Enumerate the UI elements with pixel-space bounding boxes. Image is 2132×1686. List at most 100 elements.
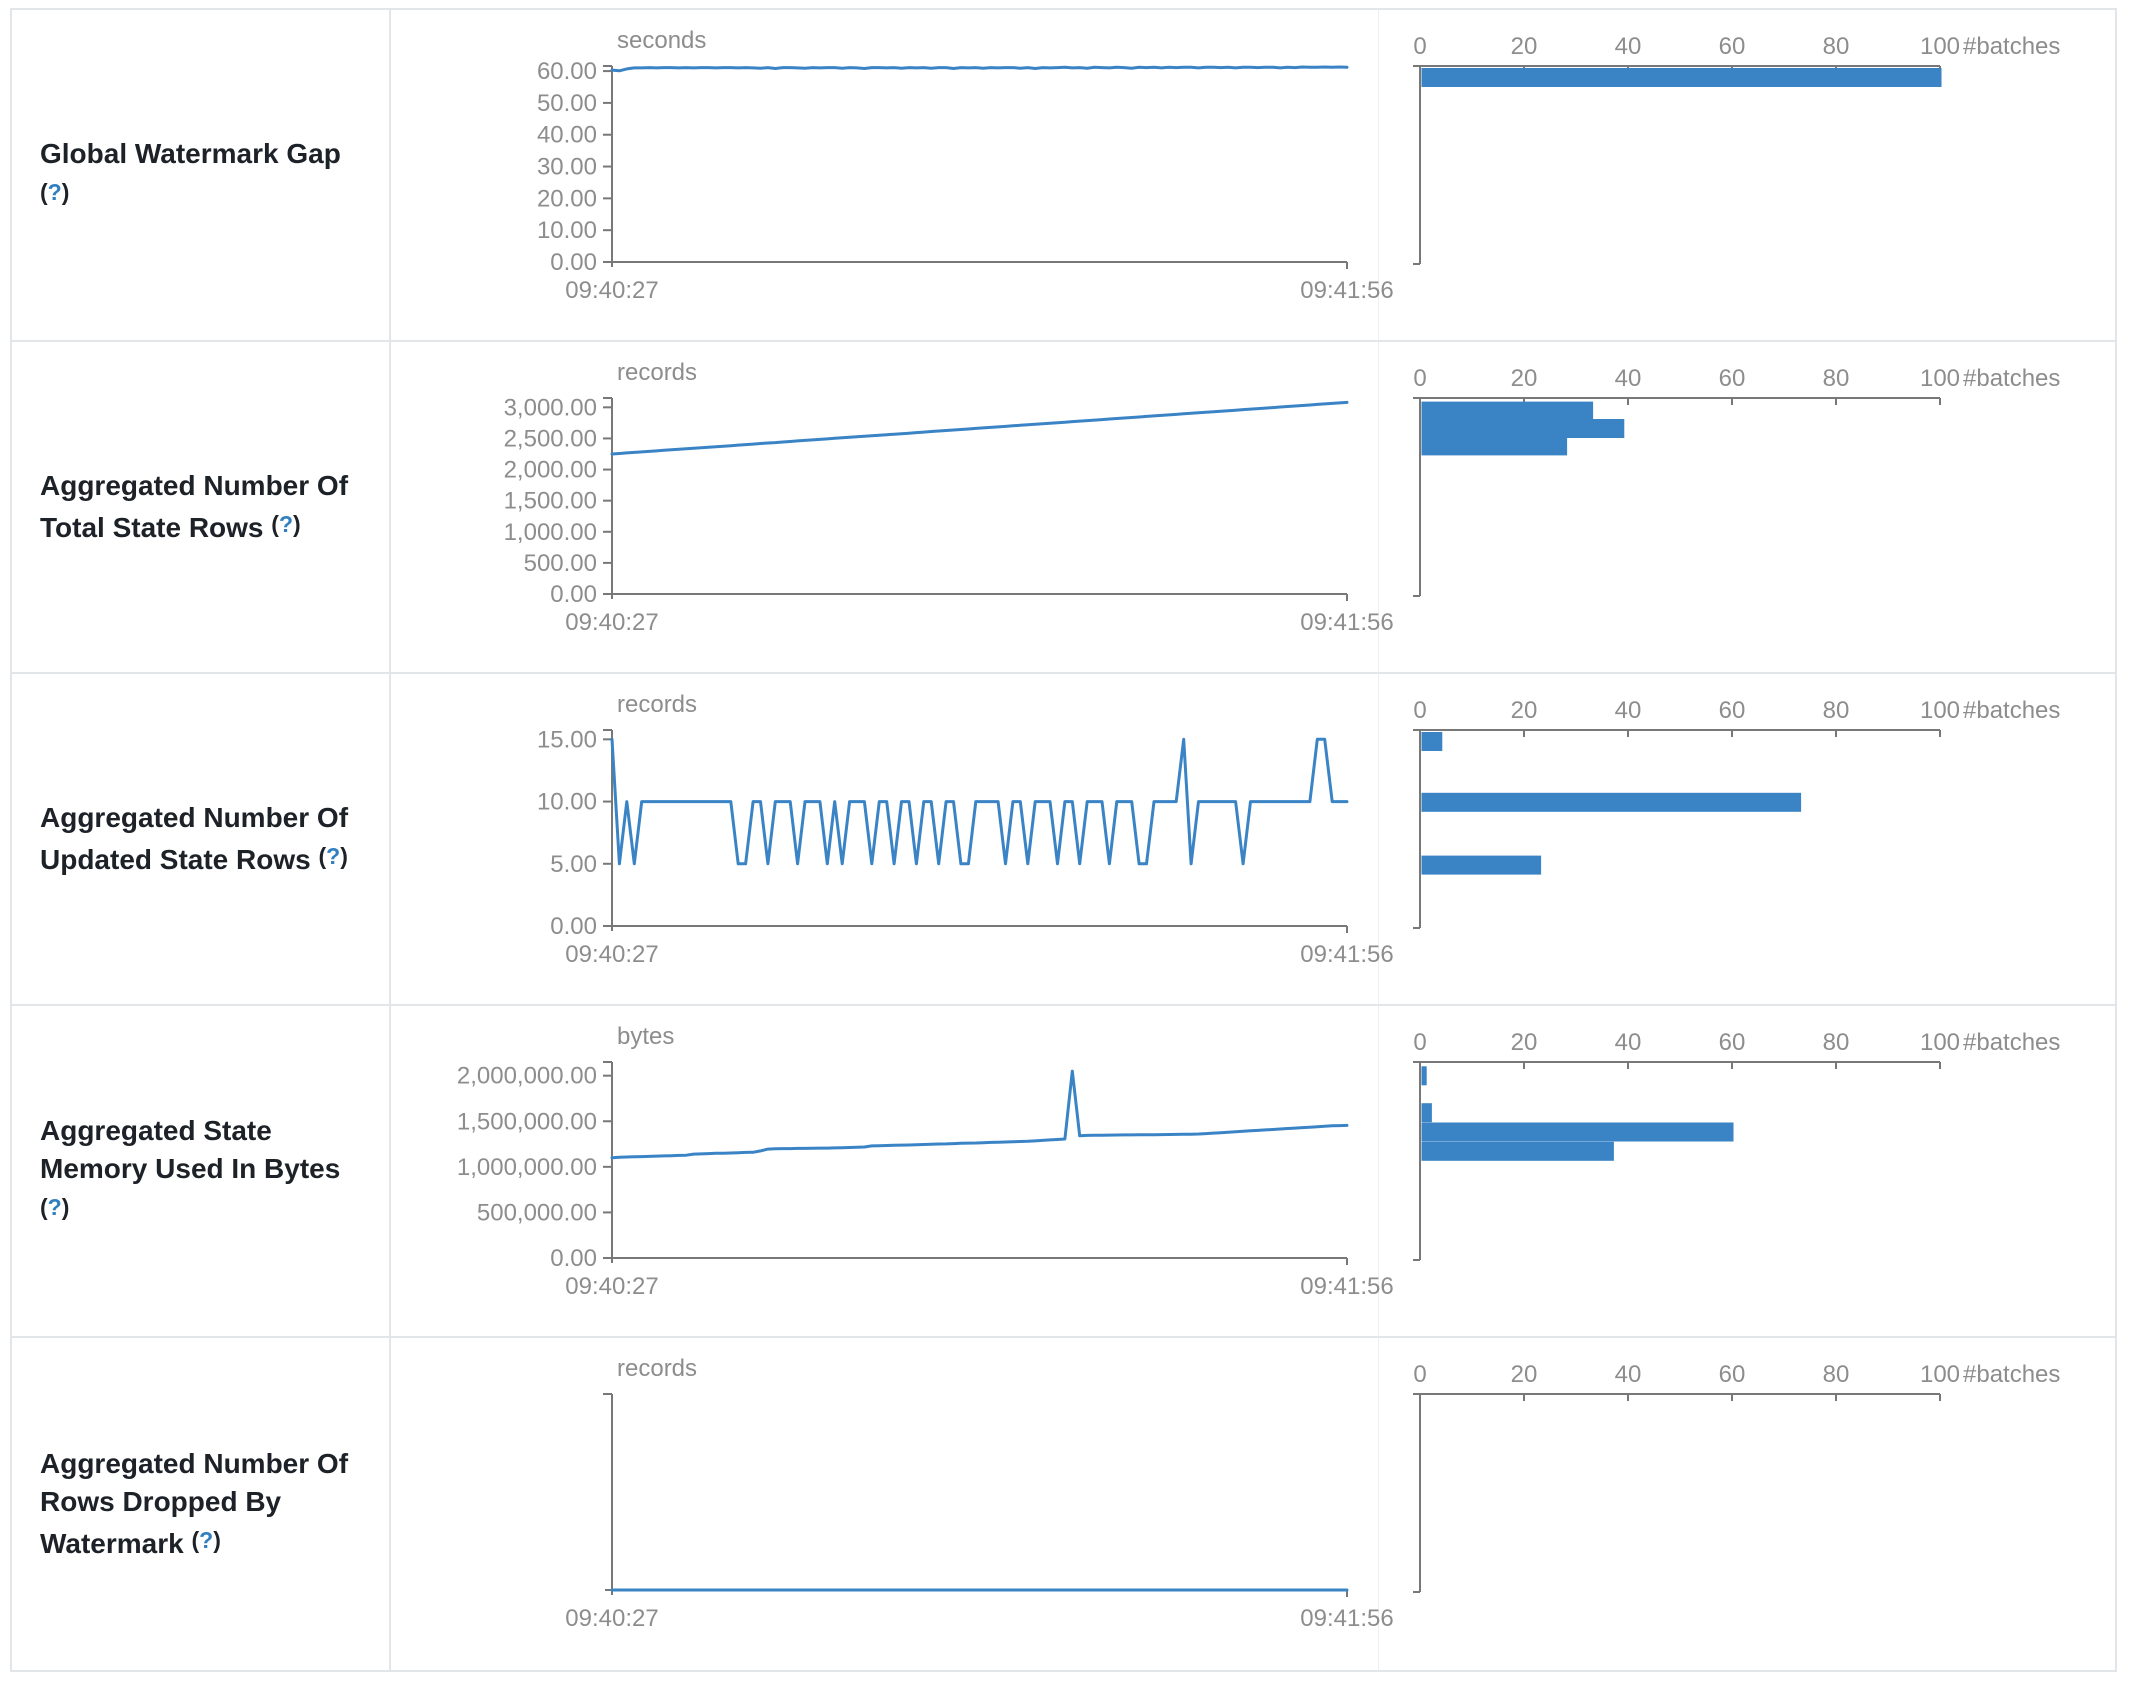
histogram-chart-global-watermark-gap: 0 20 40 60 80 100 #batches [1413,33,2060,265]
metric-label-cell-total-state-rows: Aggregated Number Of Total State Rows (?) [12,342,391,672]
histogram-bar [1421,732,1443,751]
timeline-x-end-label: 09:41:56 [1300,1273,1393,1300]
histogram-bar [1421,792,1802,812]
timeline-axis [603,1061,1348,1265]
histogram-chart-updated-state-rows: 0 20 40 60 80 100 #batches [1413,697,2060,929]
histogram-x-tick-label: 60 [1719,1361,1746,1388]
timeline-y-tick-label: 5.00 [550,851,597,878]
histogram-x-tick-label: 80 [1823,33,1850,60]
histogram-x-tick-label: 40 [1615,365,1642,392]
histogram-x-tick-label: 20 [1511,365,1538,392]
histogram-bar [1421,1066,1427,1086]
timeline-y-tick-label: 15.00 [537,726,597,753]
timeline-x-end-label: 09:41:56 [1300,941,1393,968]
metric-label-line: Memory Used In Bytes [40,1153,341,1184]
timeline-axis [603,397,1348,601]
timeline-y-tick-label: 60.00 [537,58,597,85]
histogram-x-tick-label: 20 [1511,1361,1538,1388]
histogram-x-tick-label: 40 [1615,697,1642,724]
timeline-axis [603,729,1348,933]
timeline-y-tick-label: 10.00 [537,789,597,816]
timeline-x-start-label: 09:40:27 [565,277,658,304]
histogram-unit-label: #batches [1963,1361,2060,1388]
help-tooltip-icon[interactable]: (?) [191,1527,221,1553]
timeline-x-end-label: 09:41:56 [1300,609,1393,636]
timeline-x-start-label: 09:40:27 [565,941,658,968]
histogram-x-tick-label: 0 [1413,1361,1426,1388]
timeline-chart-global-watermark-gap: seconds 60.00 50.00 40.00 30.00 20.00 10.00 0.0… [537,27,1394,304]
help-tooltip-icon[interactable]: (?) [271,511,301,537]
timeline-series-line [610,400,1349,456]
timeline-x-start-label: 09:40:27 [565,1273,658,1300]
metric-row-total-state-rows: Aggregated Number Of Total State Rows (?)… [12,342,2115,674]
timeline-cell-state-memory-bytes: bytes 2,000,000.00 1,500,000.00 1,000,000.0… [391,1006,1394,1336]
timeline-y-tick-label: 2,000,000.00 [457,1063,597,1090]
metric-label-line: Total State Rows (?) [40,511,301,543]
help-tooltip-icon[interactable]: (?) [40,1194,70,1220]
timeline-y-tick-label: 20.00 [537,185,597,212]
histogram-chart-rows-dropped-by-watermark: 0 20 40 60 80 100 #batches [1413,1361,2060,1593]
histogram-bar [1421,1103,1432,1123]
histogram-x-tick-label: 40 [1615,1361,1642,1388]
histogram-unit-label: #batches [1963,365,2060,392]
timeline-chart-rows-dropped-by-watermark: records 09:40:27 09:41:56 [565,1355,1393,1632]
metric-label: Aggregated Number Of Updated State Rows (… [40,799,348,879]
metric-label: Aggregated Number Of Total State Rows (?) [40,467,348,547]
timeline-axis [603,1393,1348,1597]
timeline-y-tick-label: 500.00 [524,550,597,577]
histogram-bar [1421,1122,1734,1142]
histogram-x-tick-label: 20 [1511,697,1538,724]
metric-label-line: Aggregated State [40,1115,272,1146]
timeline-y-tick-label: 10.00 [537,217,597,244]
histogram-x-tick-label: 80 [1823,1361,1850,1388]
timeline-y-tick-label: 2,000.00 [504,457,597,484]
metric-label-line: Rows Dropped By [40,1486,282,1517]
histogram-bar [1421,419,1625,438]
histogram-cell-state-memory-bytes: 0 20 40 60 80 100 #batches [1379,1006,2115,1336]
histogram-x-tick-label: 40 [1615,33,1642,60]
timeline-y-tick-label: 1,500.00 [504,488,597,515]
histogram-axis [1413,729,1941,929]
timeline-cell-total-state-rows: records 3,000.00 2,500.00 2,000.00 1,500.00 1… [391,342,1394,672]
histogram-x-tick-label: 100 [1920,365,1960,392]
timeline-cell-updated-state-rows: records 15.00 10.00 5.00 0.00 09:40:27 09:41:5… [391,674,1394,1004]
histogram-x-tick-label: 20 [1511,1029,1538,1056]
metric-label-line: (?) [40,1188,340,1230]
help-tooltip-icon[interactable]: (?) [40,179,70,205]
histogram-x-tick-label: 80 [1823,365,1850,392]
histogram-x-tick-label: 100 [1920,33,1960,60]
timeline-series-line [610,737,1349,866]
timeline-series-line [610,1069,1349,1160]
timeline-chart-state-memory-bytes: bytes 2,000,000.00 1,500,000.00 1,000,000.0… [457,1023,1394,1300]
histogram-x-tick-label: 60 [1719,365,1746,392]
timeline-y-tick-label: 50.00 [537,90,597,117]
metric-label: Aggregated Number Of Rows Dropped By Water… [40,1445,348,1563]
histogram-x-tick-label: 100 [1920,1361,1960,1388]
timeline-y-tick-label: 30.00 [537,154,597,181]
timeline-y-tick-label: 0.00 [550,913,597,940]
timeline-y-tick-label: 500,000.00 [477,1199,597,1226]
metric-label-line: Aggregated Number Of [40,1448,349,1479]
histogram-x-tick-label: 60 [1719,697,1746,724]
timeline-y-tick-label: 0.00 [550,1245,597,1272]
histogram-unit-label: #batches [1963,697,2060,724]
histogram-x-tick-label: 0 [1413,365,1426,392]
histogram-x-tick-label: 100 [1920,1029,1960,1056]
metric-label: Global Watermark Gap (?) [40,135,341,215]
histogram-x-tick-label: 80 [1823,1029,1850,1056]
histogram-x-tick-label: 20 [1511,33,1538,60]
timeline-series-line [610,65,1349,73]
timeline-unit-label: bytes [617,1023,674,1050]
histogram-bar [1421,68,1942,87]
histogram-cell-global-watermark-gap: 0 20 40 60 80 100 #batches [1379,10,2115,340]
histogram-unit-label: #batches [1963,1029,2060,1056]
metric-label-cell-global-watermark-gap: Global Watermark Gap (?) [12,10,391,340]
timeline-y-tick-label: 40.00 [537,122,597,149]
metric-label: Aggregated State Memory Used In Bytes (?) [40,1112,340,1230]
help-tooltip-icon[interactable]: (?) [318,843,348,869]
timeline-y-tick-label: 2,500.00 [504,425,597,452]
metric-label-cell-updated-state-rows: Aggregated Number Of Updated State Rows (… [12,674,391,1004]
metric-label-line: Aggregated Number Of [40,470,349,501]
